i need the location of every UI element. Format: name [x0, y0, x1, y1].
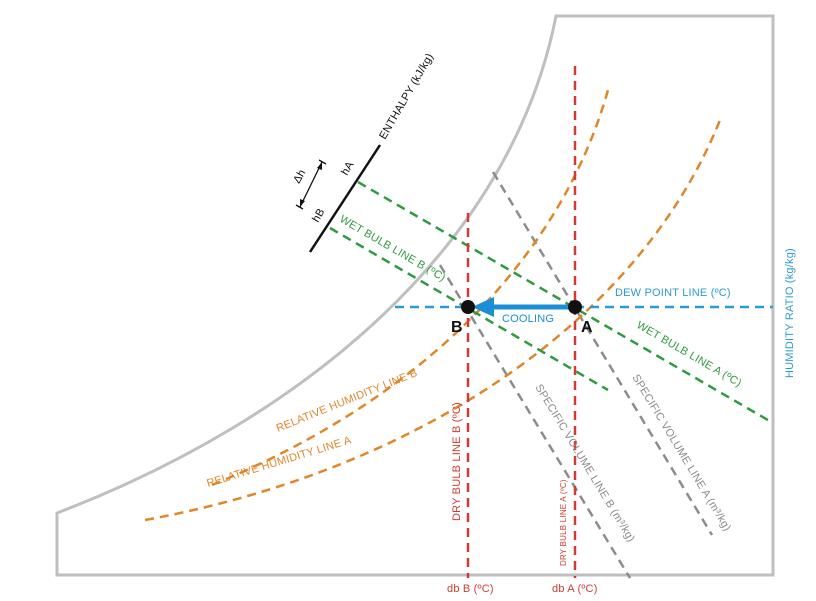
specific-volume-b-label: SPECIFIC VOLUME LINE B (m³/kg) [532, 382, 637, 544]
enthalpy-axis-label: ENTHALPY (kJ/kg) [377, 51, 436, 141]
relative-humidity-a-label: RELATIVE HUMIDITY LINE A [205, 434, 353, 490]
delta-h-bracket [295, 159, 327, 210]
state-point-a [568, 300, 582, 314]
db-a-axis-label: db A (ºC) [552, 583, 598, 595]
humidity-ratio-label: HUMIDITY RATIO (kg/kg) [784, 248, 796, 378]
point-b-label: B [451, 319, 463, 336]
specific-volume-line-b [438, 264, 632, 579]
state-point-b [461, 300, 475, 314]
dry-bulb-a-label: DRY BULB LINE A (ºC) [559, 479, 568, 566]
chart-outline [55, 14, 775, 577]
db-b-axis-label: db B (ºC) [447, 583, 494, 595]
cooling-arrow [472, 297, 570, 317]
point-a-label: A [581, 319, 593, 336]
wet-bulb-line-a [357, 180, 774, 425]
specific-volume-a-label: SPECIFIC VOLUME LINE A (m³/kg) [629, 372, 733, 533]
relative-humidity-b-label: RELATIVE HUMIDITY LINE B [275, 367, 420, 435]
dew-point-label: DEW POINT LINE (ºC) [615, 287, 731, 299]
cooling-label: COOLING [502, 313, 554, 325]
delta-h-label: Δh [291, 167, 308, 185]
wet-bulb-a-label: WET BULB LINE A (ºC) [634, 319, 743, 389]
enthalpy-line [308, 144, 382, 253]
relative-humidity-line-a [144, 119, 722, 522]
specific-volume-line-a [491, 171, 714, 536]
wet-bulb-b-label: WET BULB LINE B (ºC) [337, 213, 447, 284]
enthalpy-ha-label: hA [339, 159, 357, 177]
dry-bulb-b-label: DRY BULB LINE B (ºC) [451, 402, 463, 521]
relative-humidity-line-b [211, 89, 610, 487]
wet-bulb-line-b [329, 226, 609, 392]
enthalpy-hb-label: hB [310, 206, 327, 224]
